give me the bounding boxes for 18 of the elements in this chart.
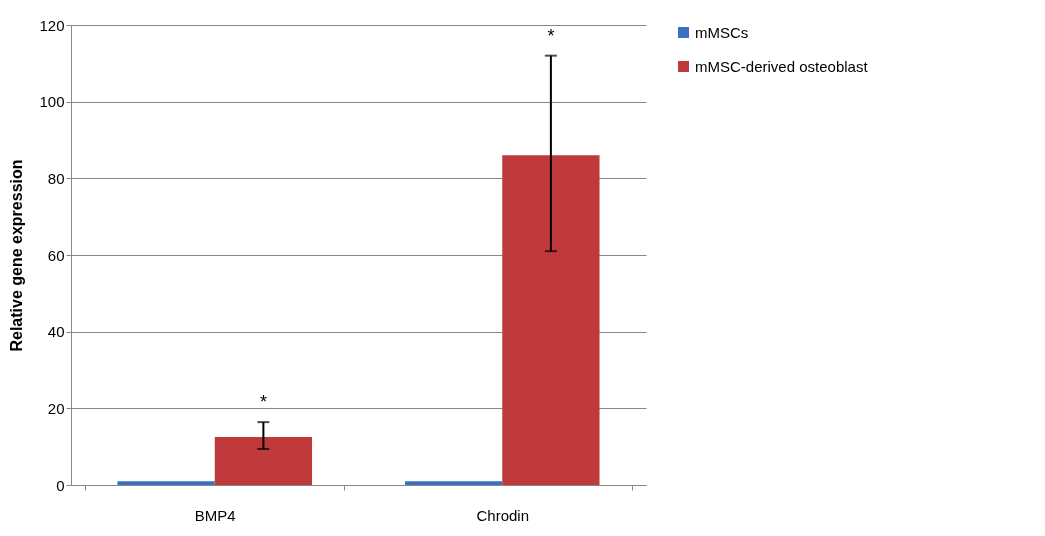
y-axis-title: Relative gene expression: [8, 159, 26, 352]
y-tick-label: 60: [47, 246, 65, 264]
y-tick-label: 100: [39, 93, 65, 111]
legend-label: mMSCs: [695, 23, 749, 41]
y-tick-label: 40: [47, 323, 65, 341]
y-tick-label: 0: [56, 476, 65, 494]
bar: [502, 155, 600, 485]
bar: [117, 481, 215, 485]
x-tick-label: Chrodin: [476, 506, 530, 524]
x-tick-label: BMP4: [194, 506, 236, 524]
y-tick-label: 120: [39, 16, 65, 34]
y-tick-label: 80: [47, 169, 65, 187]
legend-label: mMSC-derived osteoblast: [695, 57, 869, 75]
y-tick-label: 20: [47, 399, 65, 417]
annotation: *: [259, 392, 267, 413]
bar: [214, 437, 313, 485]
bar: [404, 481, 503, 485]
annotation: *: [547, 25, 555, 46]
